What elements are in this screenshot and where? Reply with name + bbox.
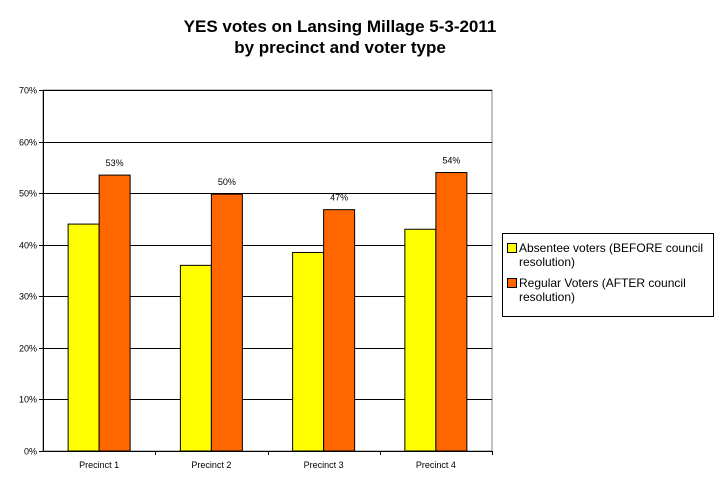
x-tick-label: Precinct 4 — [416, 460, 456, 470]
data-label-3: 47% — [330, 193, 348, 203]
bar-regular-3 — [323, 209, 356, 452]
y-tick-label: 0% — [24, 447, 37, 457]
bar-regular-4 — [435, 172, 468, 452]
x-tick-label: Precinct 1 — [79, 460, 119, 470]
y-tick-label: 20% — [19, 344, 37, 354]
bar-absentee-3 — [292, 251, 325, 452]
bar-absentee-1 — [67, 223, 100, 452]
data-label-2: 50% — [218, 177, 236, 187]
data-label-4: 54% — [442, 156, 460, 166]
bar-regular-2 — [210, 193, 243, 452]
chart-title: YES votes on Lansing Millage 5-3-2011 — [183, 17, 497, 36]
bar-regular-1 — [98, 174, 131, 452]
y-tick-label: 10% — [19, 395, 37, 405]
y-tick-label: 60% — [19, 138, 37, 148]
y-tick-label: 30% — [19, 292, 37, 302]
x-tick-label: Precinct 2 — [191, 460, 231, 470]
x-tick-label: Precinct 3 — [304, 460, 344, 470]
data-label-1: 53% — [106, 158, 124, 168]
chart-subtitle: by precinct and voter type — [234, 38, 446, 57]
legend-swatch-regular — [507, 278, 517, 288]
legend-label-absentee: Absentee voters (BEFORE council resoluti… — [519, 241, 704, 269]
y-tick-label: 40% — [19, 241, 37, 251]
legend: Absentee voters (BEFORE council resoluti… — [502, 233, 714, 317]
y-tick-label: 70% — [19, 86, 37, 96]
bar-absentee-4 — [404, 228, 437, 452]
y-tick-label: 50% — [19, 189, 37, 199]
legend-label-regular: Regular Voters (AFTER council resolution… — [519, 276, 686, 304]
bar-absentee-2 — [179, 264, 212, 452]
legend-swatch-absentee — [507, 243, 517, 253]
